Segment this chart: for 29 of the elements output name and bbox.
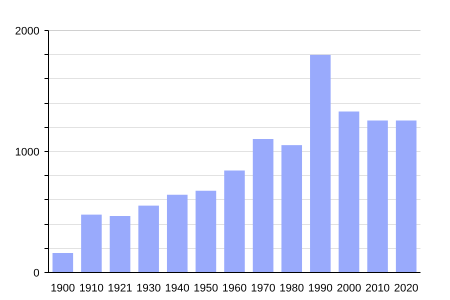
x-tick-label: 2010 [365, 282, 390, 294]
bar [110, 216, 130, 272]
bar [367, 120, 388, 272]
y-tick-label: 2000 [15, 26, 40, 38]
bar [166, 194, 188, 272]
bar [310, 54, 331, 272]
x-tick-label: 1970 [250, 282, 276, 294]
x-tick-label: 1940 [165, 282, 190, 294]
x-tick-label: 1990 [308, 282, 333, 294]
x-tick-label: 1960 [222, 282, 247, 294]
x-tick-label: 1921 [108, 282, 132, 294]
x-tick-label: 1950 [194, 282, 218, 294]
y-tick-label: 0 [33, 268, 40, 280]
bar [196, 190, 216, 272]
bar [338, 111, 360, 272]
x-tick-label: 1900 [50, 282, 76, 294]
x-tick-label: 1980 [279, 282, 304, 294]
y-tick-label: 1000 [15, 146, 40, 158]
x-tick-label: 1930 [136, 282, 161, 294]
bar [252, 139, 274, 272]
bar [81, 214, 102, 272]
bar [52, 253, 74, 272]
x-tick-label: 1910 [79, 282, 104, 294]
bar [396, 120, 416, 272]
bar [138, 206, 159, 272]
bar [281, 145, 302, 272]
x-tick-label: 2020 [394, 282, 418, 294]
bar [224, 170, 245, 272]
x-tick-label: 2000 [336, 282, 362, 294]
